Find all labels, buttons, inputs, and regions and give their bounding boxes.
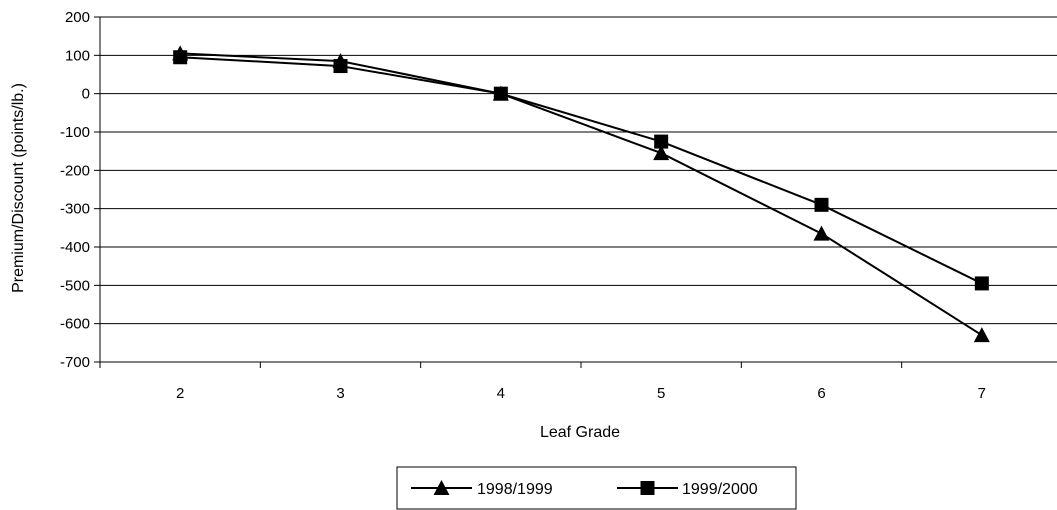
square-point [333,59,348,74]
legend: 1998/1999 1999/2000 [396,466,797,510]
triangle-point [973,327,990,343]
x-tick-label: 5 [657,385,665,402]
gridlines [100,16,1057,363]
triangle-point [653,145,670,161]
square-point [493,86,508,101]
x-tick-label: 3 [336,385,344,402]
axes [94,16,903,368]
legend-square-icon [640,481,655,495]
x-tick-label: 2 [176,385,184,402]
y-tick-label: -500 [60,277,90,294]
square-point [974,276,989,291]
legend-triangle-icon [433,480,450,495]
series-line [180,52,983,337]
y-tick-label: -200 [60,162,90,179]
y-tick-label: 0 [82,86,90,103]
square-point [173,50,188,65]
legend-box [396,466,797,510]
y-tick-label: -100 [60,124,90,141]
y-axis-title: Premium/Discount (points/lb.) [10,83,27,293]
legend-label: 1999/2000 [682,481,758,498]
series-1998-1999 [172,45,990,343]
legend-item: 1998/1999 [411,480,553,498]
series-1999-2000 [173,50,989,291]
y-tick-label: 200 [65,9,90,26]
x-tick-labels: 2 3 4 5 6 7 [176,385,986,402]
square-point [814,197,829,212]
triangle-point [813,225,830,241]
legend-label: 1998/1999 [477,481,553,498]
y-tick-label: -600 [60,316,90,333]
x-tick-label: 4 [497,385,505,402]
y-tick-labels: 200 100 0 -100 -200 -300 -400 -500 -600 -700 [60,9,90,371]
x-axis-title: Leaf Grade [540,424,620,441]
x-tick-label: 6 [817,385,825,402]
y-tick-label: -700 [60,354,90,371]
y-tick-label: -300 [60,201,90,218]
data-series [172,45,990,343]
x-tick-label: 7 [978,385,986,402]
y-tick-label: 100 [65,47,90,64]
square-point [654,134,669,149]
y-tick-label: -400 [60,239,90,256]
series-line [180,56,983,285]
legend-item: 1999/2000 [617,481,758,498]
